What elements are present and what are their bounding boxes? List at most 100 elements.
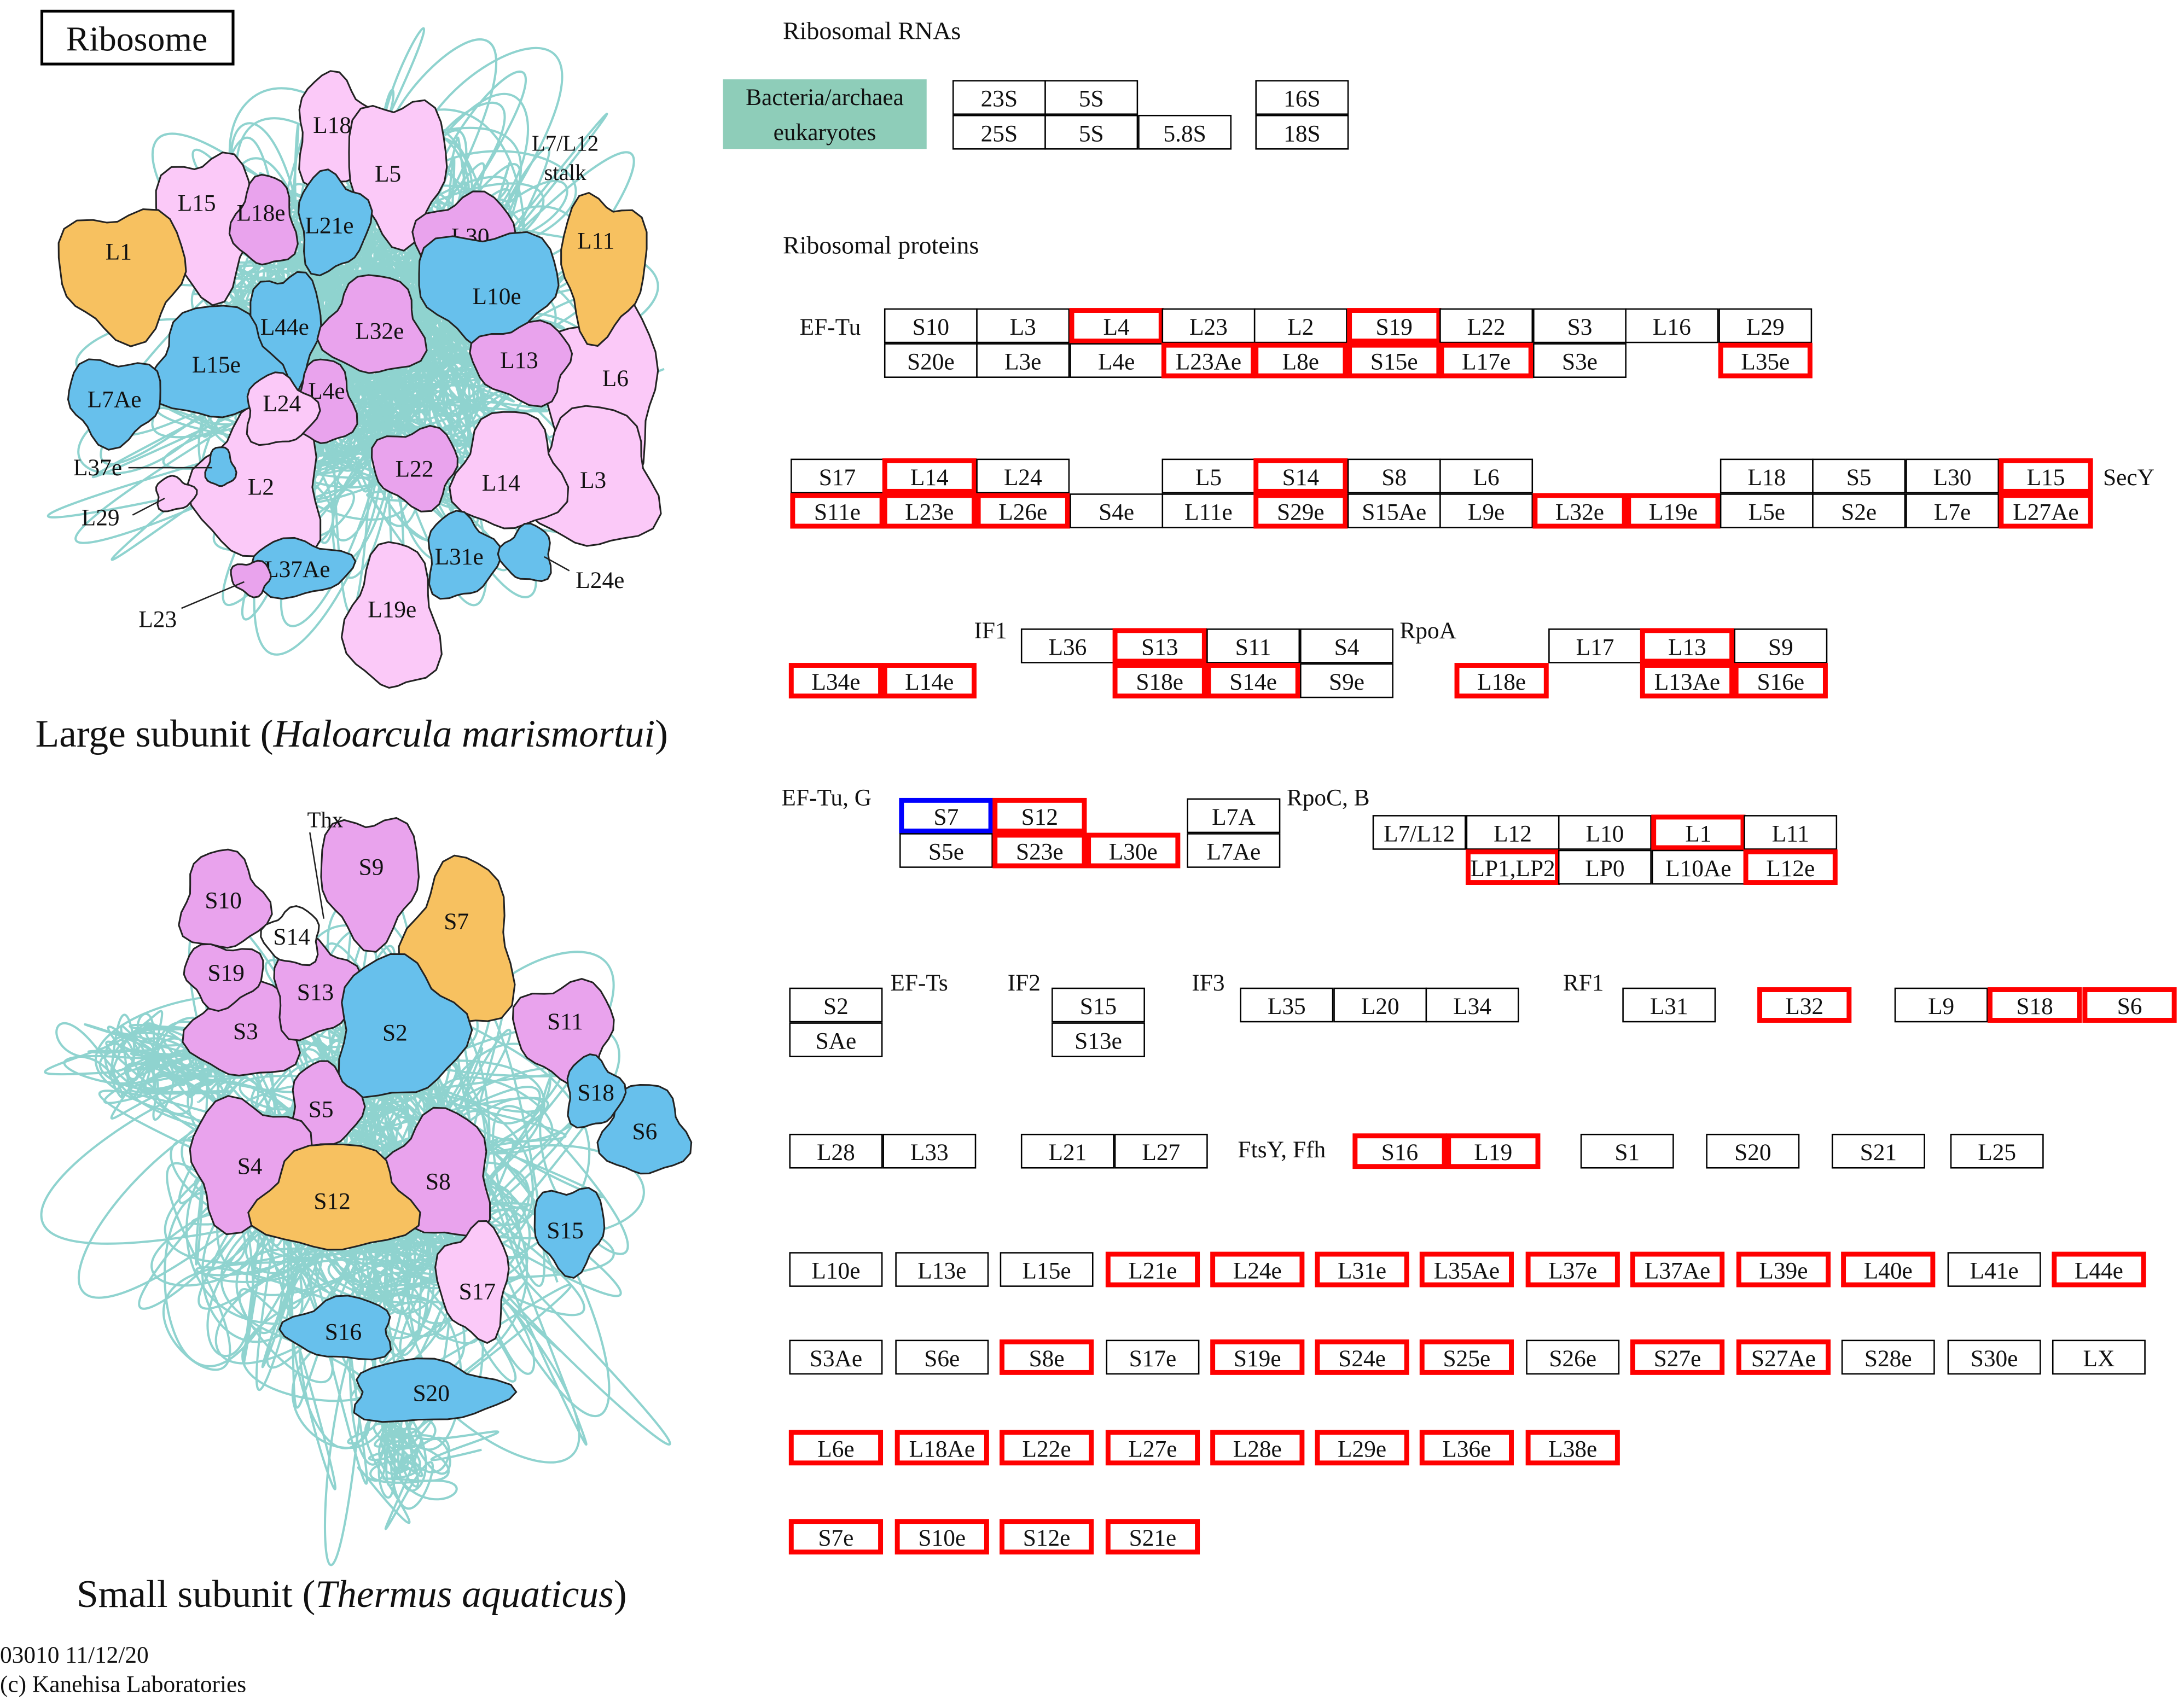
gene-box[interactable]: L18 — [1720, 458, 1814, 494]
gene-box[interactable]: L34e — [788, 663, 884, 698]
gene-label[interactable]: S29e — [1277, 499, 1325, 526]
gene-label[interactable]: S26e — [1549, 1345, 1596, 1372]
gene-label[interactable]: L32 — [1785, 993, 1823, 1020]
gene-label[interactable]: 18S — [1283, 120, 1320, 147]
gene-label[interactable]: L13Ae — [1654, 669, 1720, 695]
gene-box[interactable]: L21 — [1020, 1133, 1114, 1169]
gene-box[interactable]: L14e — [882, 663, 977, 698]
gene-box[interactable]: S14 — [1253, 458, 1348, 494]
gene-box[interactable]: L40e — [1841, 1251, 1936, 1288]
gene-box[interactable]: L5 — [1161, 458, 1256, 494]
gene-box[interactable]: L13Ae — [1640, 663, 1735, 698]
gene-label[interactable]: S20e — [907, 349, 955, 375]
gene-box[interactable]: S11e — [790, 493, 885, 529]
gene-box[interactable]: S8 — [1347, 458, 1441, 494]
gene-label[interactable]: 16S — [1283, 86, 1320, 112]
gene-box[interactable]: L11e — [1161, 493, 1256, 528]
gene-box[interactable]: L15 — [1999, 458, 2093, 494]
gene-box[interactable]: L32e — [1532, 493, 1627, 529]
gene-box[interactable]: L14 — [882, 458, 977, 494]
gene-box[interactable]: L38e — [1525, 1430, 1620, 1466]
gene-label[interactable]: S3 — [1567, 314, 1593, 340]
gene-box[interactable]: S24e — [1315, 1339, 1409, 1375]
gene-label[interactable]: L21e — [1128, 1258, 1177, 1284]
gene-label[interactable]: L10 — [1586, 820, 1624, 847]
gene-label[interactable]: L41e — [1970, 1258, 2019, 1284]
gene-label[interactable]: S27Ae — [1751, 1345, 1816, 1372]
gene-label[interactable]: S16 — [1381, 1139, 1418, 1166]
gene-box[interactable]: S20e — [884, 343, 978, 378]
gene-label[interactable]: 5S — [1079, 120, 1104, 147]
gene-box[interactable]: 23S — [952, 80, 1046, 115]
gene-box[interactable]: S4e — [1070, 493, 1164, 528]
gene-box[interactable]: S20 — [1706, 1133, 1800, 1169]
gene-label[interactable]: L7e — [1934, 499, 1971, 526]
gene-label[interactable]: L22 — [1467, 314, 1506, 340]
gene-label[interactable]: L24 — [1004, 464, 1042, 491]
gene-label[interactable]: L12 — [1494, 820, 1532, 847]
gene-box[interactable]: L31e — [1315, 1251, 1409, 1288]
gene-label[interactable]: L36e — [1442, 1436, 1491, 1462]
gene-label[interactable]: SAe — [816, 1028, 857, 1055]
gene-box[interactable]: L10Ae — [1651, 849, 1745, 885]
gene-label[interactable]: 23S — [981, 86, 1018, 112]
gene-label[interactable]: L30e — [1109, 839, 1158, 865]
gene-box[interactable]: L27Ae — [1999, 493, 2093, 529]
gene-label[interactable]: S4 — [1334, 634, 1360, 660]
gene-box[interactable]: L13e — [895, 1252, 989, 1287]
gene-label[interactable]: L23e — [905, 499, 954, 526]
gene-label[interactable]: L31 — [1650, 993, 1688, 1020]
gene-label[interactable]: S17e — [1129, 1345, 1177, 1372]
gene-box[interactable]: S26e — [1526, 1339, 1620, 1375]
gene-box[interactable]: 25S — [952, 114, 1046, 150]
gene-box[interactable]: S19e — [1210, 1339, 1305, 1375]
gene-label[interactable]: S24e — [1338, 1345, 1386, 1372]
gene-label[interactable]: S10 — [913, 314, 949, 340]
gene-box[interactable]: S23e — [992, 832, 1087, 869]
gene-label[interactable]: S3e — [1562, 349, 1598, 375]
gene-box[interactable]: S13 — [1112, 628, 1207, 664]
gene-box[interactable]: S21 — [1831, 1133, 1925, 1169]
gene-box[interactable]: S8e — [1000, 1339, 1094, 1375]
gene-label[interactable]: L18e — [1477, 669, 1526, 695]
gene-label[interactable]: L44e — [2075, 1258, 2123, 1284]
gene-box[interactable]: S15Ae — [1347, 493, 1441, 528]
gene-box[interactable]: L16 — [1625, 308, 1719, 343]
gene-box[interactable]: L25 — [1950, 1133, 2044, 1169]
gene-label[interactable]: L28e — [1233, 1436, 1282, 1462]
gene-label[interactable]: L25 — [1978, 1139, 2016, 1166]
gene-box[interactable]: SAe — [789, 1022, 883, 1057]
gene-box[interactable]: L8e — [1253, 342, 1348, 378]
gene-label[interactable]: S11 — [1235, 634, 1271, 660]
gene-label[interactable]: S4e — [1099, 499, 1134, 526]
gene-label[interactable]: L7Ae — [1207, 839, 1261, 865]
gene-label[interactable]: S17 — [819, 464, 856, 491]
gene-box[interactable]: L7e — [1906, 493, 2000, 528]
gene-label[interactable]: L5 — [1195, 464, 1222, 491]
gene-label[interactable]: L2 — [1287, 314, 1314, 340]
gene-box[interactable]: S16 — [1352, 1133, 1447, 1169]
gene-label[interactable]: L12e — [1766, 855, 1815, 882]
gene-label[interactable]: L30 — [1933, 464, 1972, 491]
gene-box[interactable]: L24 — [976, 458, 1070, 494]
gene-box[interactable]: 5.8S — [1138, 114, 1232, 150]
gene-box[interactable]: S11 — [1206, 628, 1300, 663]
gene-label[interactable]: L35 — [1268, 993, 1306, 1020]
gene-box[interactable]: LX — [2052, 1339, 2146, 1375]
gene-label[interactable]: S12 — [1021, 804, 1058, 830]
gene-box[interactable]: L24e — [1210, 1251, 1305, 1288]
gene-box[interactable]: L31 — [1622, 987, 1716, 1023]
gene-label[interactable]: S19 — [1376, 314, 1413, 340]
gene-label[interactable]: S10e — [918, 1525, 966, 1551]
gene-box[interactable]: S7e — [788, 1519, 884, 1555]
gene-label[interactable]: 25S — [981, 120, 1018, 147]
gene-box[interactable]: 5S — [1044, 114, 1139, 150]
gene-label[interactable]: S6e — [924, 1345, 960, 1372]
gene-label[interactable]: S16e — [1757, 669, 1804, 695]
gene-box[interactable]: L15e — [1000, 1252, 1094, 1287]
gene-box[interactable]: L36 — [1020, 628, 1114, 663]
gene-label[interactable]: L17e — [1462, 349, 1511, 375]
gene-box[interactable]: L12 — [1466, 815, 1560, 850]
gene-label[interactable]: L18 — [1747, 464, 1786, 491]
gene-label[interactable]: S13 — [1141, 634, 1178, 660]
